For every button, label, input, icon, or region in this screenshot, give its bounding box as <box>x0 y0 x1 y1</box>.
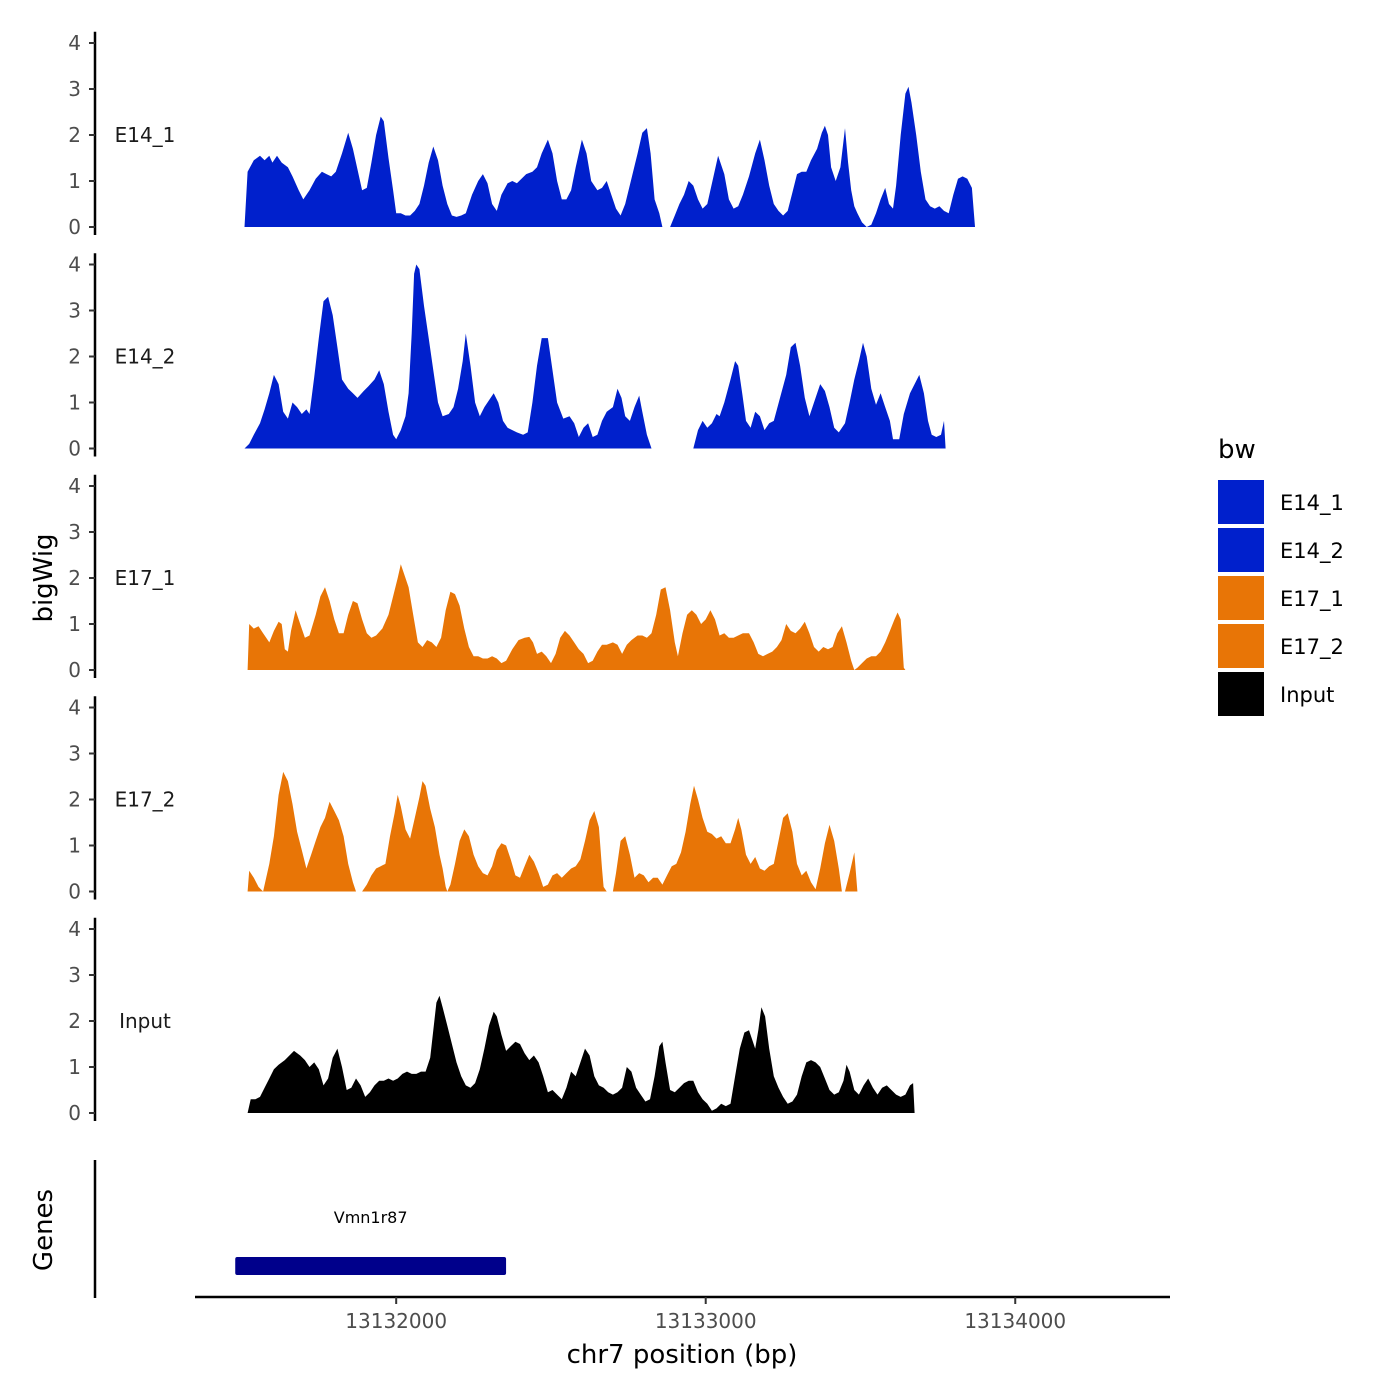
legend-swatch <box>1218 528 1264 572</box>
y-axis-label: bigWig <box>29 533 59 622</box>
y-tick-label: 2 <box>68 788 81 812</box>
track-label: E17_2 <box>115 788 176 812</box>
y-tick-label: 3 <box>68 963 81 987</box>
y-tick-label: 2 <box>68 345 81 369</box>
y-tick-label: 3 <box>68 299 81 323</box>
legend: bw E14_1 E14_2 E17_1 E17_2 Input <box>1218 435 1344 716</box>
track-label: E14_1 <box>115 123 176 147</box>
y-tick-label: 2 <box>68 566 81 590</box>
y-tick-label: 0 <box>68 880 81 904</box>
legend-label: Input <box>1280 683 1334 707</box>
legend-label: E17_1 <box>1280 587 1344 612</box>
x-axis: 13132000 13133000 13134000 <box>195 1297 1170 1333</box>
legend-swatch <box>1218 624 1264 668</box>
y-tick-label: 3 <box>68 77 81 101</box>
y-tick-label: 4 <box>68 474 81 498</box>
y-tick-label: 4 <box>68 31 81 55</box>
y-tick-label: 2 <box>68 123 81 147</box>
coverage-area-E17_1 <box>248 564 906 670</box>
y-tick-label: 3 <box>68 742 81 766</box>
y-tick-label: 0 <box>68 215 81 239</box>
y-tick-label: 1 <box>68 391 81 415</box>
y-tick-label: 1 <box>68 612 81 636</box>
legend-swatch <box>1218 480 1264 524</box>
track-label: E17_1 <box>115 566 176 590</box>
y-tick-label: 2 <box>68 1009 81 1033</box>
track-E14_2: 0 1 2 3 4 E14_2 <box>68 253 945 461</box>
track-label: E14_2 <box>115 345 176 369</box>
legend-label: E14_1 <box>1280 491 1344 516</box>
x-tick-label: 13132000 <box>345 1309 447 1333</box>
legend-label: E14_2 <box>1280 539 1344 564</box>
y-tick-label: 0 <box>68 1101 81 1125</box>
track-label: Input <box>119 1009 171 1033</box>
x-tick-label: 13133000 <box>655 1309 757 1333</box>
gene-label: Vmn1r87 <box>334 1208 408 1227</box>
coverage-area-Input <box>248 996 915 1113</box>
legend-title: bw <box>1218 435 1256 465</box>
genes-axis-label: Genes <box>29 1189 59 1271</box>
track-E17_2: 0 1 2 3 4 E17_2 <box>68 696 857 904</box>
track-E14_1: 0 1 2 3 4 E14_1 <box>68 31 975 239</box>
y-tick-label: 3 <box>68 520 81 544</box>
y-tick-label: 4 <box>68 253 81 277</box>
x-tick-label: 13134000 <box>964 1309 1066 1333</box>
y-tick-label: 0 <box>68 437 81 461</box>
legend-label: E17_2 <box>1280 635 1344 660</box>
y-tick-label: 0 <box>68 658 81 682</box>
gene-track: Vmn1r87 <box>95 1160 506 1298</box>
y-tick-label: 4 <box>68 917 81 941</box>
y-tick-label: 4 <box>68 696 81 720</box>
track-Input: 0 1 2 3 4 Input <box>68 917 914 1125</box>
coverage-area-E14_2 <box>245 265 946 449</box>
tracks-area: 0 1 2 3 4 E14_1 0 1 2 3 4 E14_2 0 1 2 3 4 E17_1 0 1 2 3 4 E17_2… <box>68 31 975 1125</box>
x-axis-label: chr7 position (bp) <box>567 1340 798 1370</box>
track-E17_1: 0 1 2 3 4 E17_1 <box>68 474 905 682</box>
legend-swatch <box>1218 576 1264 620</box>
coverage-area-E14_1 <box>245 87 976 227</box>
chart-root: 0 1 2 3 4 E14_1 0 1 2 3 4 E14_2 0 1 2 3 4 E17_1 0 1 2 3 4 E17_2… <box>0 0 1400 1400</box>
gene-body <box>235 1257 506 1275</box>
legend-swatch <box>1218 672 1264 716</box>
y-tick-label: 1 <box>68 834 81 858</box>
coverage-area-E17_2 <box>248 772 858 892</box>
y-tick-label: 1 <box>68 1055 81 1079</box>
y-tick-label: 1 <box>68 169 81 193</box>
